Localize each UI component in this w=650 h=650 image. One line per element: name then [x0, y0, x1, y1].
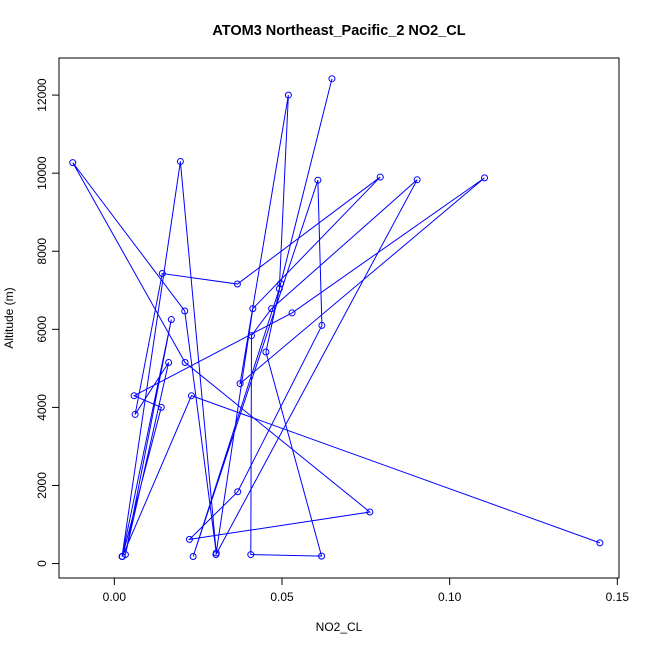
data-point [236, 380, 244, 388]
data-point [233, 280, 241, 288]
data-point [157, 403, 165, 411]
data-point [413, 176, 421, 184]
y-axis: 0 2000 4000 6000 8000 10000 12000 [35, 78, 60, 567]
data-point [234, 488, 242, 496]
data-point [176, 157, 184, 165]
data-point [185, 535, 193, 543]
y-tick-label: 12000 [35, 78, 49, 112]
y-tick-label: 2000 [35, 472, 49, 499]
y-tick-label: 8000 [35, 238, 49, 265]
data-point [187, 392, 195, 400]
series-line [72, 78, 601, 557]
data-point [268, 305, 276, 313]
data-point [366, 508, 374, 516]
chart-title: ATOM3 Northeast_Pacific_2 NO2_CL [212, 23, 465, 39]
data-point [181, 359, 189, 367]
y-tick-label: 10000 [35, 156, 49, 190]
data-point [158, 269, 166, 277]
series-layer [69, 75, 604, 561]
x-tick-label: 0.15 [606, 590, 630, 604]
x-tick-label: 0.05 [270, 590, 294, 604]
plot-frame [58, 57, 620, 579]
x-axis-label: NO2_CL [316, 620, 363, 634]
data-point [181, 307, 189, 315]
y-axis-label: Altitude (m) [2, 287, 16, 348]
y-tick-label: 4000 [35, 394, 49, 421]
data-point [481, 174, 489, 182]
data-point [376, 173, 384, 181]
x-tick-label: 0.10 [438, 590, 462, 604]
data-point [318, 321, 326, 329]
data-point [318, 552, 326, 560]
data-point [249, 305, 257, 313]
data-point [130, 392, 138, 400]
data-point [288, 309, 296, 317]
y-tick-label: 0 [35, 560, 49, 567]
data-point [277, 280, 285, 288]
data-point [284, 91, 292, 99]
data-point [212, 549, 220, 557]
data-point [262, 348, 270, 356]
data-point [167, 316, 175, 324]
data-point [275, 285, 283, 293]
x-tick-label: 0.00 [103, 590, 127, 604]
data-point [247, 551, 255, 559]
data-point [189, 553, 197, 561]
data-point [165, 359, 173, 367]
data-point [247, 332, 255, 340]
data-point [596, 539, 604, 547]
data-point [118, 553, 126, 561]
y-tick-label: 6000 [35, 316, 49, 343]
data-point [328, 75, 336, 83]
data-point [314, 176, 322, 184]
data-point [131, 410, 139, 418]
x-axis: 0.00 0.05 0.10 0.15 [103, 577, 630, 604]
data-point [69, 159, 77, 167]
